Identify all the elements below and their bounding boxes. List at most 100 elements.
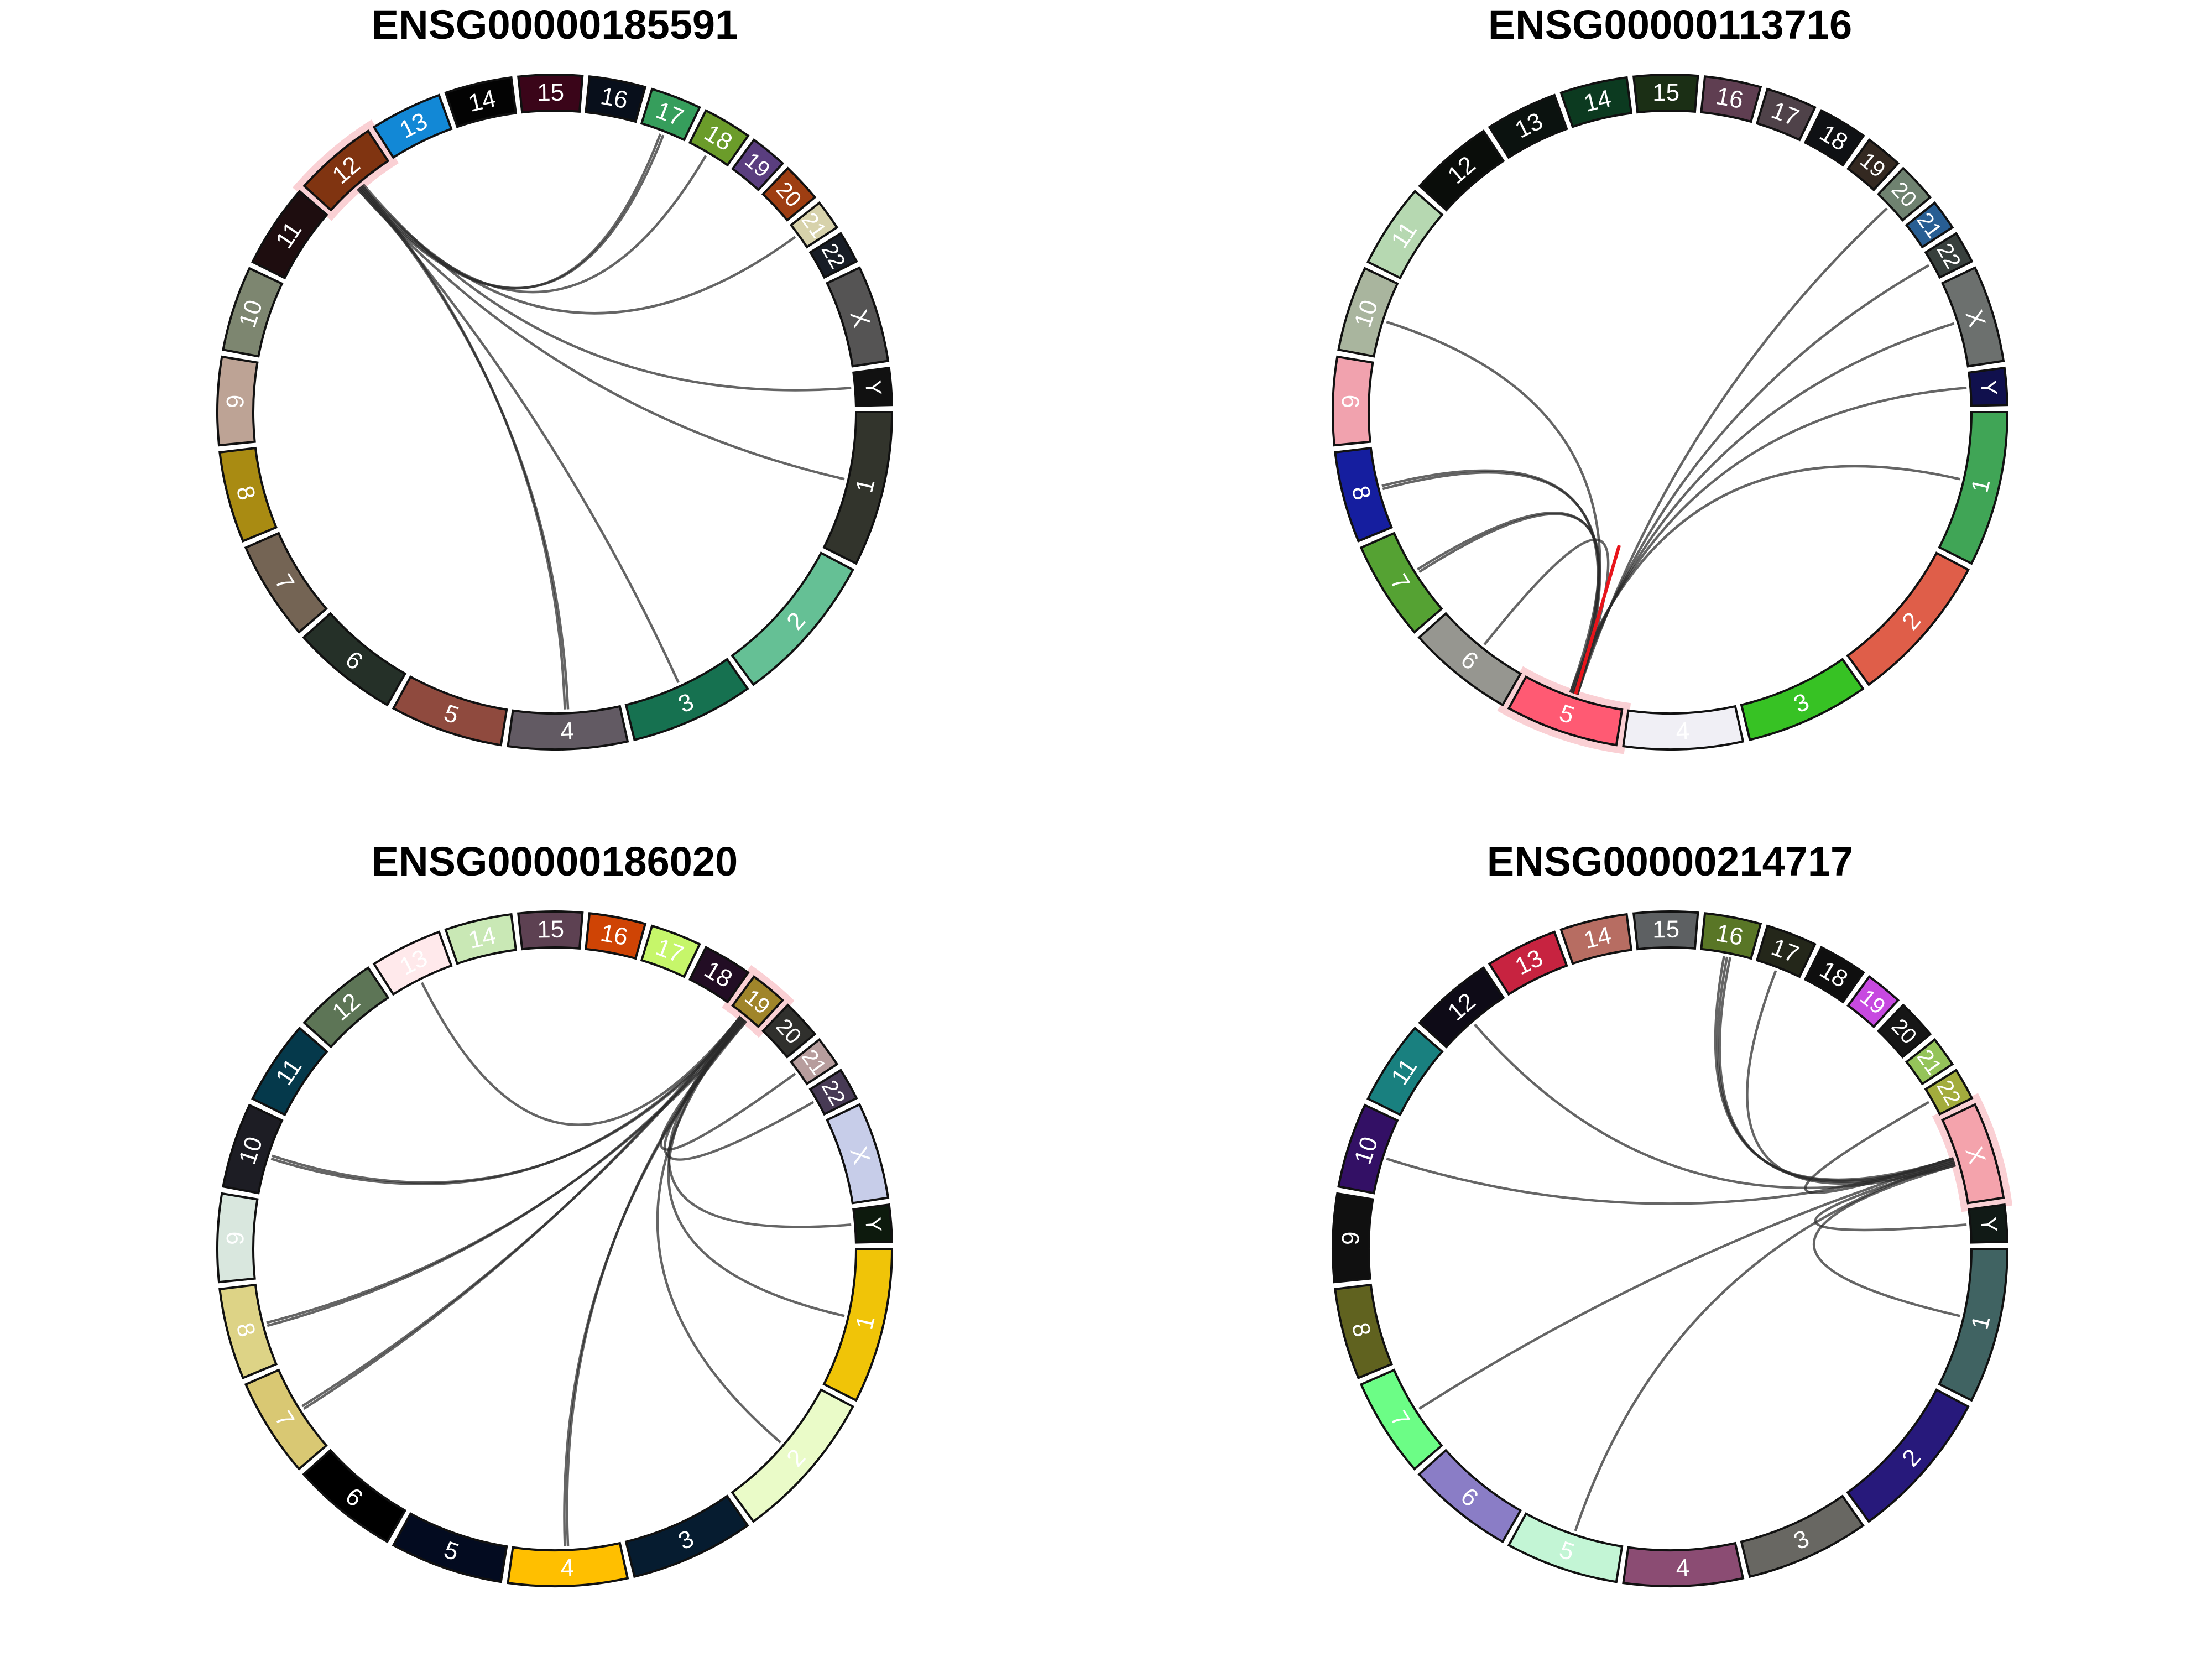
chromosome-segment-20 — [1876, 166, 1932, 222]
chromosome-segment-2 — [1846, 551, 1970, 686]
chromosome-label: 16 — [1714, 919, 1745, 951]
chromosome-segment-8 — [1334, 446, 1394, 543]
chromosome-segment-4 — [507, 705, 629, 751]
chromosome-segment-4 — [507, 1541, 629, 1587]
chromosome-link — [357, 188, 845, 481]
chromosome-segment-16 — [1700, 912, 1762, 960]
chromosome-link — [266, 1020, 748, 1324]
chromosome-label: 4 — [560, 1554, 575, 1582]
chromosome-segment-11 — [251, 189, 328, 280]
chromosome-segment-9 — [1331, 1192, 1374, 1284]
chromosome-segment-10 — [222, 267, 284, 358]
chromosome-label: 16 — [1714, 82, 1745, 114]
chromosome-segment-12 — [1418, 129, 1505, 212]
chromosome-segment-2 — [1846, 1388, 1970, 1523]
chromosome-segment-17 — [640, 87, 701, 142]
chromosome-segment-6 — [1417, 612, 1522, 707]
chromosome-label: Y — [860, 1216, 886, 1233]
chromosome-segment-5 — [392, 1512, 508, 1583]
chromosome-label: 14 — [1581, 921, 1614, 954]
chromosome-segment-3 — [1740, 658, 1865, 742]
chromosome-segment-21 — [789, 201, 839, 249]
chromosome-segment-17 — [1755, 924, 1817, 978]
chromosome-segment-y — [852, 1203, 893, 1244]
chromosome-link — [362, 183, 852, 392]
chromosome-segment-11 — [1366, 1026, 1444, 1117]
chromosome-label: 16 — [598, 919, 630, 951]
chromosome-segment-13 — [372, 93, 453, 159]
chromosome-segment-6 — [302, 612, 407, 707]
chromosome-segment-7 — [244, 532, 328, 634]
chromosome-link — [361, 184, 566, 710]
chromosome-segment-4 — [1622, 1541, 1745, 1587]
chromosome-segment-20 — [761, 166, 817, 222]
chromosome-segment-8 — [218, 1283, 278, 1380]
chromosome-segment-19 — [731, 975, 785, 1029]
chromosome-segment-18 — [1803, 109, 1865, 167]
chromosome-segment-21 — [1905, 1038, 1954, 1086]
chromosome-segment-18 — [688, 946, 750, 1004]
chromosome-link — [358, 134, 665, 290]
chromosome-segment-x — [1940, 266, 2005, 368]
chromosome-segment-3 — [1740, 1494, 1865, 1578]
chromosome-label: 4 — [1676, 1554, 1690, 1582]
chromosome-link — [272, 1018, 744, 1184]
chromosome-segment-10 — [1337, 1103, 1399, 1195]
chromosome-segment-9 — [1331, 355, 1374, 447]
chromosome-segment-12 — [302, 966, 390, 1049]
chromosome-link — [1418, 1159, 1955, 1410]
chromosome-label: 9 — [1337, 394, 1365, 409]
chromosome-segment-15 — [1632, 910, 1699, 951]
chromosome-segment-5 — [392, 675, 508, 747]
chromosome-link — [1569, 465, 1960, 693]
chromosome-link — [656, 1018, 782, 1444]
chromosome-segment-14 — [1559, 76, 1633, 128]
chromosome-segment-1 — [822, 411, 894, 565]
chromosome-segment-5 — [1507, 675, 1624, 747]
chromosome-segment-16 — [585, 912, 647, 960]
chromosome-link — [1386, 1157, 1954, 1205]
chromosome-label: 9 — [222, 1231, 249, 1246]
chromosome-segment-17 — [1755, 87, 1817, 142]
chromosome-label: 15 — [537, 916, 565, 944]
chromosome-label: 14 — [466, 85, 498, 117]
chromosome-segment-22 — [808, 1069, 858, 1116]
chromosome-segment-8 — [218, 446, 278, 543]
chromosome-segment-15 — [517, 74, 584, 114]
chromosome-link — [301, 1017, 743, 1408]
chromosome-label: 14 — [1581, 85, 1614, 117]
chromosome-segment-14 — [1559, 913, 1633, 965]
chromosome-segment-16 — [585, 75, 647, 123]
chromosome-link — [420, 982, 742, 1126]
chromosome-segment-8 — [1334, 1283, 1394, 1380]
self-link — [1574, 545, 1621, 695]
chromosome-segment-14 — [444, 76, 518, 128]
chromosome-label: 4 — [560, 717, 575, 745]
chromosome-segment-11 — [251, 1026, 328, 1117]
panel-title: ENSG00000185591 — [372, 2, 738, 48]
chromosome-link — [1814, 1162, 1967, 1232]
chromosome-segment-22 — [808, 232, 858, 279]
chromosome-segment-4 — [1622, 705, 1745, 751]
chromosome-link — [667, 1017, 845, 1317]
chromosome-segment-1 — [822, 1248, 894, 1402]
chromosome-label: 9 — [1337, 1231, 1365, 1246]
chromosome-segment-14 — [444, 913, 518, 965]
chromosome-label: Y — [860, 379, 886, 396]
chromosome-segment-22 — [1924, 1069, 1974, 1116]
chromosome-label: 15 — [1652, 916, 1680, 944]
chromosome-link — [1483, 538, 1610, 695]
chromosome-segment-17 — [640, 924, 701, 978]
chromosome-segment-18 — [688, 109, 750, 167]
panel-title: ENSG00000214717 — [1487, 838, 1853, 884]
chromosome-segment-y — [1968, 366, 2008, 407]
chromosome-segment-12 — [302, 129, 390, 212]
chromosome-segment-12 — [1418, 966, 1505, 1049]
